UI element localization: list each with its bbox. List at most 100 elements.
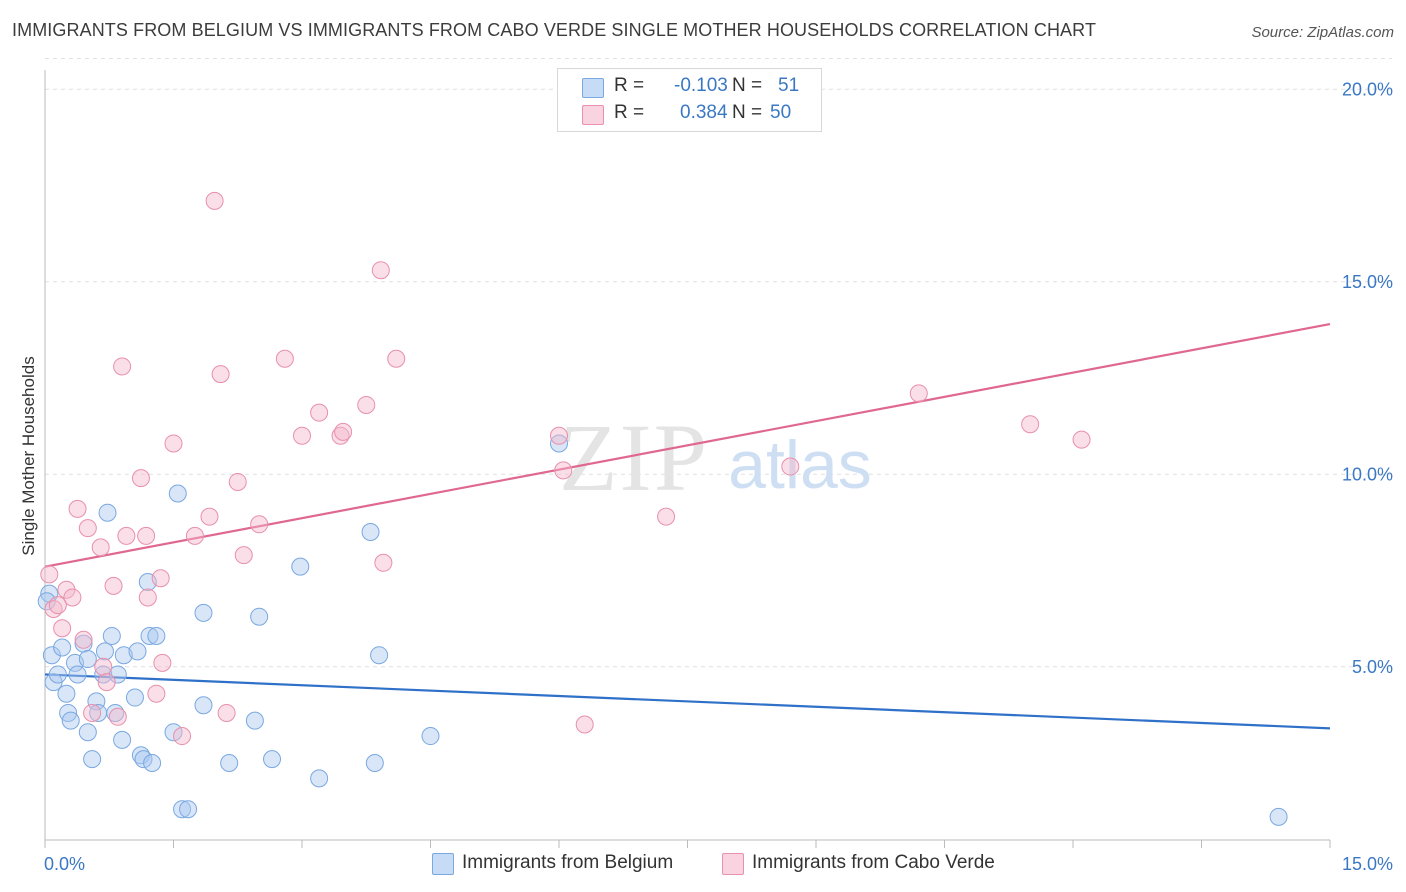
point-cabo-verde xyxy=(575,715,594,734)
point-cabo-verde xyxy=(550,426,568,445)
point-belgium xyxy=(194,696,213,715)
watermark: ZIP atlas xyxy=(559,404,872,511)
point-cabo-verde xyxy=(554,461,573,480)
chart-title: IMMIGRANTS FROM BELGIUM VS IMMIGRANTS FR… xyxy=(12,20,1097,40)
legend-n-value: 50 xyxy=(770,102,792,123)
point-belgium xyxy=(250,607,269,626)
point-belgium xyxy=(87,692,106,711)
point-cabo-verde xyxy=(40,565,59,584)
point-cabo-verde xyxy=(137,526,156,545)
legend-swatch-cabo-verde xyxy=(582,105,604,125)
legend-swatch-belgium xyxy=(582,78,604,98)
point-belgium xyxy=(361,523,380,541)
point-belgium xyxy=(83,750,102,769)
y-tick-label: 10.0% xyxy=(1342,464,1393,484)
legend-r-value: 0.384 xyxy=(680,102,728,123)
point-belgium xyxy=(78,723,97,742)
data-points xyxy=(37,191,1288,826)
stats-legend: R = -0.103 N = 51 R = 0.384 N = 50 xyxy=(557,68,822,132)
legend-swatch-belgium xyxy=(432,853,454,875)
point-belgium xyxy=(263,750,282,769)
point-cabo-verde xyxy=(63,588,82,607)
point-cabo-verde xyxy=(164,434,183,453)
point-belgium xyxy=(168,484,187,503)
point-belgium xyxy=(164,723,183,742)
point-belgium xyxy=(114,646,133,665)
point-belgium xyxy=(128,642,147,661)
y-tick-label: 15.0% xyxy=(1342,272,1393,292)
legend-n-label: N = xyxy=(732,75,763,96)
tick-labels: 5.0% 10.0% 15.0% 20.0% 0.0% 15.0% xyxy=(44,79,1393,874)
point-cabo-verde xyxy=(357,395,376,414)
point-belgium xyxy=(95,642,114,661)
legend-label-belgium: Immigrants from Belgium xyxy=(462,852,674,873)
point-cabo-verde xyxy=(781,457,800,476)
point-cabo-verde xyxy=(374,553,393,572)
point-belgium xyxy=(1269,807,1288,826)
point-cabo-verde xyxy=(108,707,127,726)
point-cabo-verde xyxy=(97,673,116,692)
legend-n-label: N = xyxy=(732,102,763,123)
point-belgium xyxy=(48,665,67,684)
point-cabo-verde xyxy=(293,426,311,445)
point-belgium xyxy=(220,754,239,772)
point-belgium xyxy=(421,727,440,746)
point-cabo-verde xyxy=(138,588,157,607)
point-cabo-verde xyxy=(91,538,110,557)
point-cabo-verde xyxy=(250,515,269,534)
point-belgium xyxy=(194,603,213,622)
trend-line-belgium xyxy=(44,673,1331,730)
legend-n-value: 51 xyxy=(778,75,800,96)
legend-r-value: -0.103 xyxy=(674,75,728,96)
watermark-atlas: atlas xyxy=(728,427,872,503)
point-cabo-verde xyxy=(234,546,253,565)
point-belgium xyxy=(42,646,61,665)
point-cabo-verde xyxy=(113,357,132,376)
x-tick-label: 0.0% xyxy=(44,854,85,874)
point-belgium xyxy=(98,503,117,522)
point-cabo-verde xyxy=(131,469,150,488)
point-cabo-verde xyxy=(78,519,97,538)
trend-line-cabo-verde xyxy=(44,323,1331,568)
trend-lines xyxy=(44,323,1331,730)
point-cabo-verde xyxy=(68,499,87,518)
point-cabo-verde xyxy=(387,349,406,368)
point-belgium xyxy=(140,626,159,645)
point-cabo-verde xyxy=(48,596,67,615)
point-cabo-verde xyxy=(200,507,219,526)
point-cabo-verde xyxy=(173,727,192,746)
point-belgium xyxy=(57,684,76,703)
gridlines xyxy=(45,57,1392,668)
point-belgium xyxy=(550,434,568,453)
point-cabo-verde xyxy=(74,630,93,649)
point-belgium xyxy=(125,688,144,707)
point-cabo-verde xyxy=(205,191,224,210)
watermark-zip: ZIP xyxy=(559,404,709,511)
point-belgium xyxy=(370,646,389,665)
point-belgium xyxy=(245,711,264,730)
point-belgium xyxy=(173,800,192,819)
legend-swatch-cabo-verde xyxy=(722,853,744,875)
point-cabo-verde xyxy=(94,657,113,676)
point-belgium xyxy=(53,638,72,657)
point-cabo-verde xyxy=(909,384,928,403)
point-cabo-verde xyxy=(147,684,166,703)
point-belgium xyxy=(37,592,56,611)
point-belgium xyxy=(365,754,384,772)
legend-r-label: R = xyxy=(614,75,645,96)
point-cabo-verde xyxy=(275,349,294,368)
y-axis-label: Single Mother Households xyxy=(19,356,38,555)
point-belgium xyxy=(78,650,97,669)
point-cabo-verde xyxy=(1021,415,1040,434)
point-cabo-verde xyxy=(185,526,204,545)
point-cabo-verde xyxy=(151,569,170,588)
point-cabo-verde xyxy=(53,619,72,638)
point-belgium xyxy=(143,754,162,772)
point-cabo-verde xyxy=(310,403,329,422)
y-tick-label: 20.0% xyxy=(1342,79,1393,99)
point-belgium xyxy=(113,730,132,749)
legend-label-cabo-verde: Immigrants from Cabo Verde xyxy=(752,852,995,873)
point-cabo-verde xyxy=(83,703,102,722)
point-belgium xyxy=(134,750,153,769)
point-belgium xyxy=(102,626,121,645)
